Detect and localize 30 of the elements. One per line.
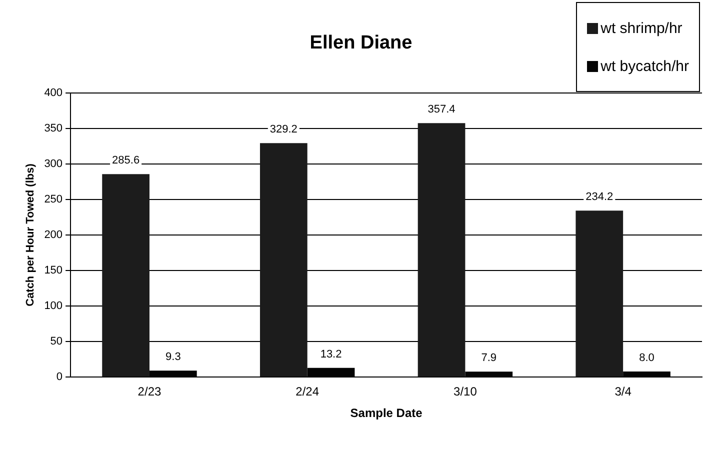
bar xyxy=(576,210,624,377)
bar xyxy=(418,123,466,377)
y-tick-label: 250 xyxy=(44,193,63,206)
data-label: 13.2 xyxy=(320,348,342,360)
data-label: 234.2 xyxy=(586,191,614,204)
legend-label: wt bycatch/hr xyxy=(600,58,689,74)
x-tick-label: 2/24 xyxy=(296,384,320,399)
data-label: 329.2 xyxy=(270,124,298,136)
y-tick-label: 300 xyxy=(44,158,63,170)
data-label: 9.3 xyxy=(166,351,181,364)
y-tick-label: 200 xyxy=(44,229,63,242)
data-label: 357.4 xyxy=(428,104,456,116)
x-axis-title: Sample Date xyxy=(350,406,423,420)
bar xyxy=(260,143,308,377)
y-tick-label: 100 xyxy=(44,300,63,312)
legend-label: wt shrimp/hr xyxy=(600,20,682,36)
y-axis-title: Catch per Hour Towed (lbs) xyxy=(24,163,37,306)
y-tick-label: 50 xyxy=(50,336,63,348)
x-tick-label: 2/23 xyxy=(138,384,162,399)
data-label: 7.9 xyxy=(481,352,497,364)
y-tick-label: 0 xyxy=(56,371,63,384)
x-tick-label: 3/4 xyxy=(614,384,632,399)
y-tick-label: 150 xyxy=(44,264,63,277)
bar xyxy=(102,174,150,377)
data-label: 8.0 xyxy=(639,352,654,364)
y-tick-label: 400 xyxy=(44,86,63,99)
data-label: 285.6 xyxy=(112,154,140,167)
chart-title: Ellen Diane xyxy=(310,32,412,54)
x-tick-label: 3/10 xyxy=(454,384,478,399)
y-tick-label: 350 xyxy=(44,122,63,134)
